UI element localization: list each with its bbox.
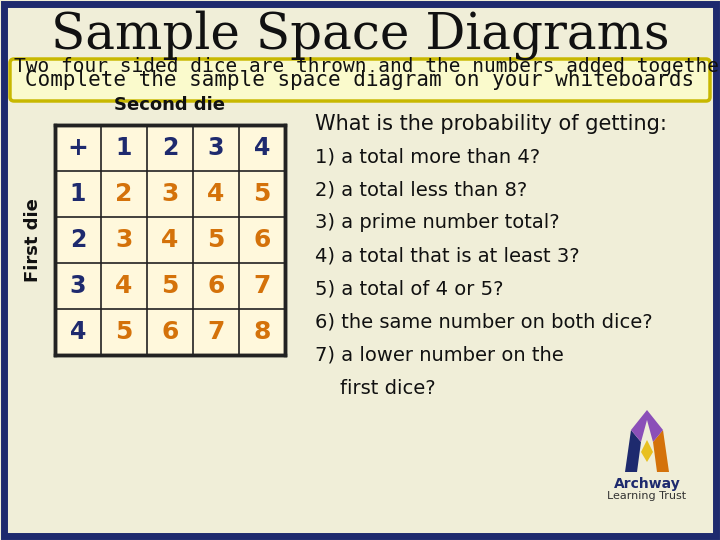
Bar (55, 125, 285, 355)
Polygon shape (641, 440, 653, 462)
Text: Complete the sample space diagram on your whiteboards: Complete the sample space diagram on you… (25, 70, 695, 90)
Text: 1: 1 (116, 136, 132, 160)
Text: 5: 5 (115, 320, 132, 344)
Text: First die: First die (24, 198, 42, 282)
Text: 3: 3 (115, 228, 132, 252)
Text: 1) a total more than 4?: 1) a total more than 4? (315, 147, 540, 166)
Text: 5: 5 (207, 228, 225, 252)
Text: 4: 4 (115, 274, 132, 298)
Text: 4: 4 (207, 182, 225, 206)
Text: 3: 3 (161, 182, 179, 206)
Text: Second die: Second die (114, 96, 225, 114)
Text: 2: 2 (70, 228, 86, 252)
Text: Archway: Archway (613, 477, 680, 491)
Text: 4: 4 (70, 320, 86, 344)
Text: 1: 1 (70, 182, 86, 206)
Text: Learning Trust: Learning Trust (608, 491, 687, 501)
Text: first dice?: first dice? (315, 379, 436, 397)
Text: 2: 2 (115, 182, 132, 206)
Text: 4: 4 (161, 228, 179, 252)
Text: 3: 3 (208, 136, 224, 160)
Text: Sample Space Diagrams: Sample Space Diagrams (50, 10, 670, 60)
Text: 8: 8 (253, 320, 271, 344)
Polygon shape (631, 410, 663, 442)
Text: 6: 6 (253, 228, 271, 252)
Text: 6: 6 (161, 320, 179, 344)
Text: What is the probability of getting:: What is the probability of getting: (315, 114, 667, 134)
Text: 3: 3 (70, 274, 86, 298)
FancyBboxPatch shape (10, 59, 710, 101)
Text: Two four sided dice are thrown and the numbers added together.: Two four sided dice are thrown and the n… (14, 57, 720, 76)
Polygon shape (625, 430, 641, 472)
Text: 2: 2 (162, 136, 178, 160)
Text: 5) a total of 4 or 5?: 5) a total of 4 or 5? (315, 280, 503, 299)
Text: 4) a total that is at least 3?: 4) a total that is at least 3? (315, 246, 580, 266)
Text: 3) a prime number total?: 3) a prime number total? (315, 213, 559, 233)
Text: 2) a total less than 8?: 2) a total less than 8? (315, 180, 527, 199)
Text: 6: 6 (207, 274, 225, 298)
Text: 7: 7 (253, 274, 271, 298)
FancyBboxPatch shape (4, 4, 716, 536)
Polygon shape (653, 430, 669, 472)
Text: 7: 7 (207, 320, 225, 344)
Text: 5: 5 (161, 274, 179, 298)
Text: +: + (68, 136, 89, 160)
Text: 7) a lower number on the: 7) a lower number on the (315, 346, 564, 365)
Text: 4: 4 (254, 136, 270, 160)
Text: 5: 5 (253, 182, 271, 206)
Text: 6) the same number on both dice?: 6) the same number on both dice? (315, 313, 652, 332)
